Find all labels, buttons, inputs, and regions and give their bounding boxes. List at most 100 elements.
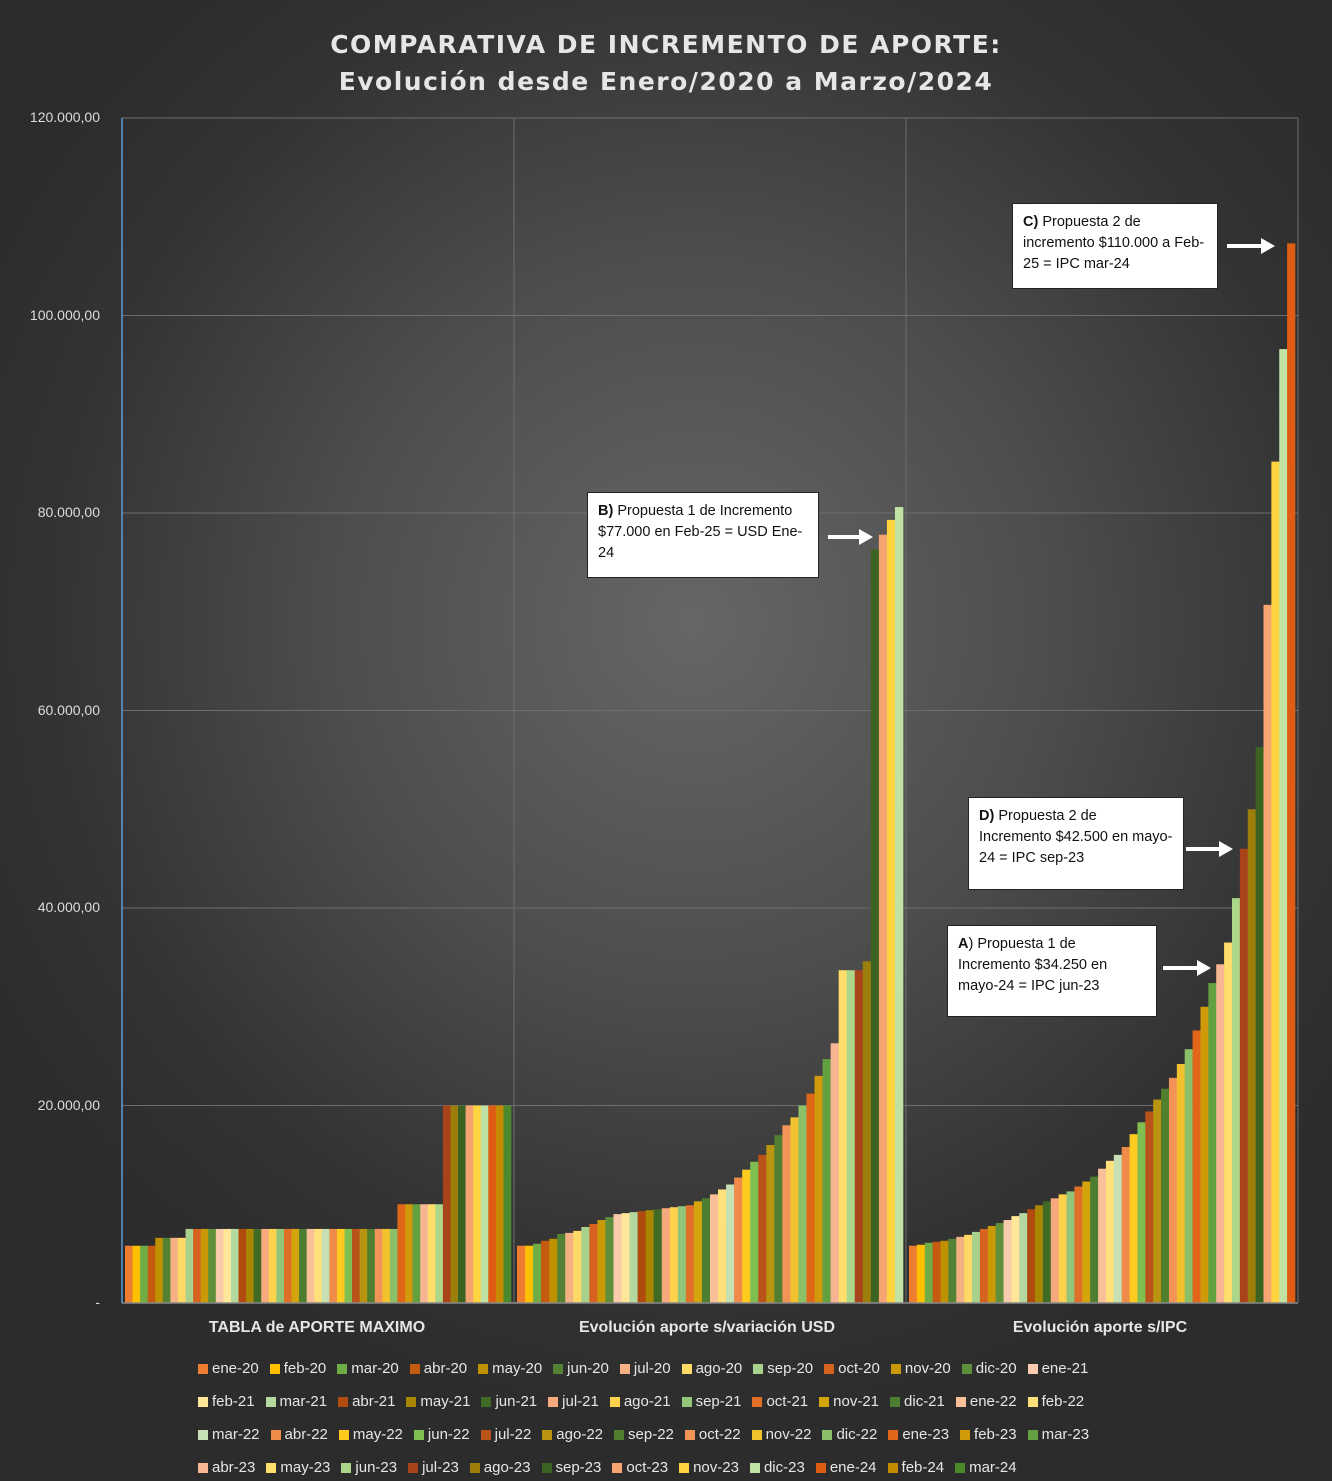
bar-ipc-oct-21 [1074,1186,1083,1303]
bar-ipc-may-21 [1035,1205,1044,1303]
title-line-2: Evolución desde Enero/2020 a Marzo/2024 [338,67,994,96]
legend-item: ene-22 [955,1393,1017,1410]
category-label-usd: Evolución aporte s/variación USD [578,1319,836,1336]
legend-swatch [481,1396,492,1407]
legend-item: mar-22 [198,1426,260,1443]
bar-ipc-mar-20 [924,1242,933,1303]
legend-swatch [548,1396,559,1407]
bar-usd-sep-23 [870,549,880,1303]
bar-tabla-feb-23 [405,1204,413,1303]
legend-label: jul-20 [633,1360,671,1377]
bar-usd-feb-23 [814,1075,823,1303]
legend-label: may-23 [280,1459,331,1476]
bar-usd-ago-21 [669,1207,679,1303]
bar-ipc-oct-22 [1168,1077,1178,1303]
legend-swatch [960,1429,971,1440]
bar-tabla-dic-22 [389,1228,398,1303]
bar-ipc-abr-22 [1121,1146,1130,1303]
bar-tabla-mar-24 [503,1105,512,1303]
bar-tabla-jun-21 [253,1228,262,1303]
bar-usd-feb-20 [525,1245,534,1303]
bar-ipc-nov-21 [1082,1181,1091,1303]
legend-swatch [341,1462,352,1473]
bar-ipc-abr-23 [1216,964,1225,1303]
legend-swatch [684,1429,695,1440]
legend-item: jul-20 [619,1360,671,1377]
bar-usd-ene-22 [710,1194,719,1303]
legend-swatch [961,1363,972,1374]
bar-ipc-jul-22 [1145,1111,1154,1303]
arrow-b-head [859,529,873,545]
legend-swatch [609,1396,620,1407]
legend-item: abr-20 [409,1360,467,1377]
legend-swatch [265,1396,276,1407]
legend-label: abr-22 [284,1426,328,1443]
bar-usd-oct-22 [782,1125,791,1303]
bar-usd-ene-23 [806,1093,815,1303]
legend-item: dic-21 [890,1393,945,1410]
legend-swatch [541,1462,552,1473]
legend-label: feb-20 [283,1360,327,1377]
legend-label: abr-23 [212,1459,256,1476]
bar-ipc-may-23 [1224,942,1233,1303]
bar-tabla-mar-20 [140,1245,149,1303]
bar-ipc-dic-22 [1184,1049,1193,1303]
legend-swatch [478,1363,489,1374]
legend-item: ene-23 [888,1426,949,1443]
legend-row: mar-22 abr-22 may-22 jun-22 jul-22 ago-22 sep-… [198,1418,1158,1451]
bar-tabla-ago-23 [450,1105,459,1303]
chart-title: COMPARATIVA DE INCREMENTO DE APORTE: Evo… [0,26,1332,100]
bar-tabla-oct-20 [193,1228,201,1303]
legend: ene-20 feb-20 mar-20 abr-20 may-20 jun-20 jul-… [198,1352,1158,1484]
bar-ipc-ene-24 [1287,243,1296,1304]
annotation-b-letter: B) [598,503,614,519]
legend-label: ago-20 [695,1360,743,1377]
bar-tabla-nov-21 [291,1228,300,1303]
legend-swatch [679,1462,690,1473]
legend-swatch [409,1363,420,1374]
bar-usd-jul-23 [854,970,864,1303]
bar-ipc-jun-20 [948,1238,957,1303]
legend-swatch [824,1363,835,1374]
legend-label: sep-23 [555,1459,602,1476]
legend-item: ene-20 [198,1360,259,1377]
legend-item: may-23 [266,1459,330,1476]
annotation-c: C) Propuesta 2 de incremento $110.000 a … [1012,203,1218,289]
bar-ipc-jul-23 [1239,848,1249,1303]
bar-tabla-jul-20 [170,1237,179,1303]
legend-item: jun-20 [553,1360,609,1377]
legend-swatch [753,1363,764,1374]
bar-usd-mar-23 [822,1059,831,1303]
bar-tabla-nov-20 [200,1228,209,1303]
legend-swatch [749,1462,760,1473]
legend-label: ene-20 [212,1360,259,1377]
bar-tabla-abr-21 [238,1228,247,1303]
legend-item: jul-23 [408,1459,459,1476]
legend-item: mar-20 [337,1360,399,1377]
legend-label: nov-23 [693,1459,739,1476]
bar-usd-sep-20 [581,1226,590,1303]
bar-tabla-mar-23 [412,1204,421,1303]
bar-ipc-jul-20 [956,1236,965,1303]
legend-item: jun-21 [481,1393,537,1410]
bar-usd-jul-22 [758,1154,767,1303]
bar-tabla-abr-20 [147,1245,156,1303]
annotation-b-text: Propuesta 1 de Incremento $77.000 en Feb… [598,503,803,561]
legend-swatch [553,1363,564,1374]
bar-usd-nov-21 [693,1201,703,1303]
legend-label: sep-21 [695,1393,742,1410]
bar-tabla-ene-20 [125,1245,133,1303]
legend-swatch [406,1396,417,1407]
bar-tabla-oct-21 [283,1228,292,1303]
y-tick-label: 40.000,00 [37,899,100,915]
legend-swatch [469,1462,480,1473]
bar-tabla-sep-21 [276,1228,285,1303]
bar-ipc-feb-20 [916,1244,926,1303]
legend-label: ago-21 [623,1393,671,1410]
legend-swatch [1027,1363,1038,1374]
annotation-c-letter: C) [1023,214,1039,230]
legend-swatch [619,1363,630,1374]
legend-swatch [337,1363,348,1374]
legend-swatch [888,1429,899,1440]
bar-ipc-jul-21 [1050,1198,1059,1303]
